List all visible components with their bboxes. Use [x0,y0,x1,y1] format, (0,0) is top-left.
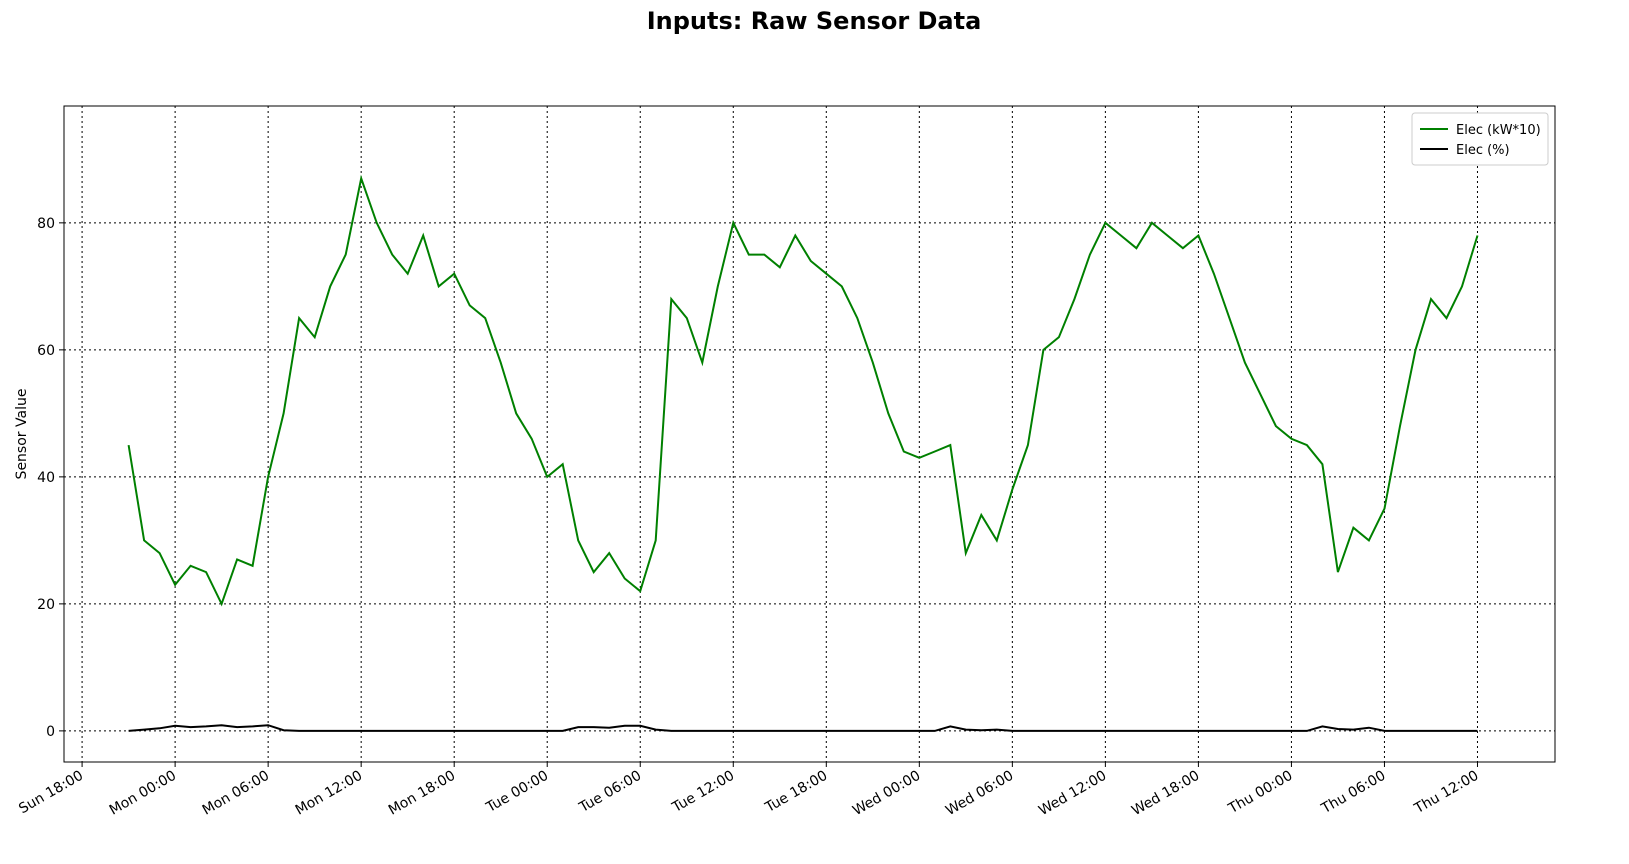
y-tick-label: 40 [37,470,55,486]
plot-frame [63,105,1556,763]
x-tick-label: Tue 06:00 [576,768,644,817]
series-line [128,724,1478,732]
x-tick-label: Sun 18:00 [16,768,86,818]
x-tick-label: Tue 00:00 [483,768,551,817]
x-tick-label: Thu 12:00 [1411,768,1481,818]
y-axis-label: Sensor Value [14,389,30,480]
x-tick-label: Wed 06:00 [943,768,1016,820]
y-tick-label: 60 [37,343,55,359]
series-line [127,174,1479,607]
x-tick-label: Mon 12:00 [293,768,365,819]
chart-title: Inputs: Raw Sensor Data [647,7,982,35]
legend-label: Elec (%) [1456,143,1510,158]
y-tick-label: 20 [37,597,55,613]
x-tick-label: Mon 06:00 [200,768,272,819]
x-tick-label: Wed 18:00 [1129,768,1202,820]
x-tick-label: Tue 12:00 [669,768,737,817]
x-tick-label: Wed 00:00 [850,768,923,820]
x-tick-label: Thu 06:00 [1318,768,1388,818]
x-tick-label: Thu 00:00 [1225,768,1295,818]
legend-label: Elec (kW*10) [1456,123,1541,138]
y-tick-label: 80 [37,216,55,232]
legend-box [1411,112,1549,166]
x-tick-label: Mon 18:00 [386,768,458,819]
x-tick-label: Tue 18:00 [762,768,830,817]
x-tick-label: Wed 12:00 [1036,768,1109,820]
x-tick-label: Mon 00:00 [107,768,179,819]
y-tick-label: 0 [46,724,55,740]
